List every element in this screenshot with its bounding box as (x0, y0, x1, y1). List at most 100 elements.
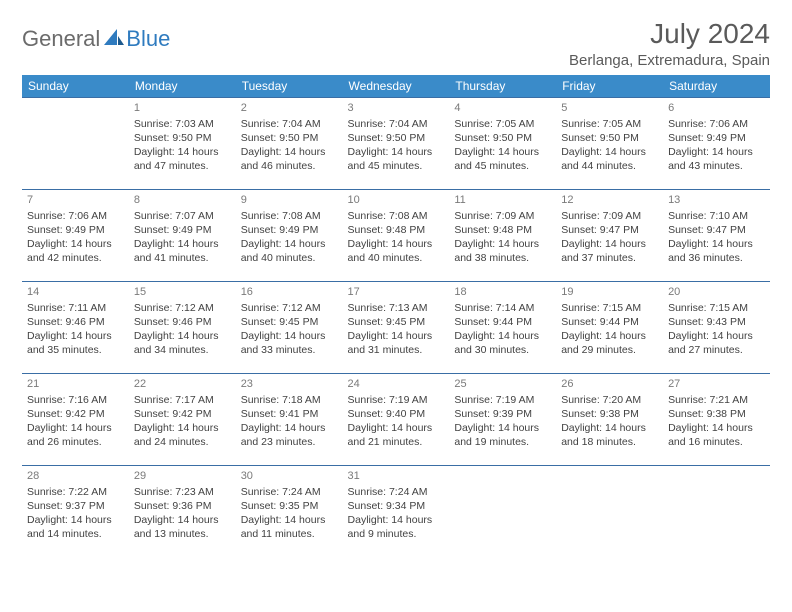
day-sunrise: Sunrise: 7:08 AM (241, 209, 338, 223)
day-number: 20 (668, 285, 765, 300)
calendar-day-cell (449, 466, 556, 558)
day-sunset: Sunset: 9:41 PM (241, 407, 338, 421)
day-daylight: Daylight: 14 hours and 34 minutes. (134, 329, 231, 357)
day-daylight: Daylight: 14 hours and 37 minutes. (561, 237, 658, 265)
calendar-week-row: 28Sunrise: 7:22 AMSunset: 9:37 PM Dayligh… (22, 466, 770, 558)
brand-logo: General Blue (22, 18, 170, 52)
calendar-day-cell: 16Sunrise: 7:12 AMSunset: 9:45 PMDayligh… (236, 282, 343, 374)
day-daylight: Daylight: 14 hours and 23 minutes. (241, 421, 338, 449)
calendar-day-cell: 30Sunrise: 7:24 AMSunset: 9:35 PMDayligh… (236, 466, 343, 558)
calendar-day-cell: 29Sunrise: 7:23 AMSunset: 9:36 PMDayligh… (129, 466, 236, 558)
day-sunset: Sunset: 9:49 PM (668, 131, 765, 145)
calendar-day-cell: 27Sunrise: 7:21 AMSunset: 9:38 PMDayligh… (663, 374, 770, 466)
day-number: 10 (348, 193, 445, 208)
calendar-day-cell: 3Sunrise: 7:04 AMSunset: 9:50 PMDaylight… (343, 98, 450, 190)
day-sunset: Sunset: 9:36 PM (134, 499, 231, 513)
calendar-week-row: 21Sunrise: 7:16 AMSunset: 9:42 PMDayligh… (22, 374, 770, 466)
calendar-day-cell: 9Sunrise: 7:08 AMSunset: 9:49 PMDaylight… (236, 190, 343, 282)
day-number: 4 (454, 101, 551, 116)
day-sunset: Sunset: 9:49 PM (27, 223, 124, 237)
day-number: 15 (134, 285, 231, 300)
day-sunset: Sunset: 9:37 PM (27, 499, 124, 513)
day-sunset: Sunset: 9:47 PM (561, 223, 658, 237)
day-number: 26 (561, 377, 658, 392)
day-sunrise: Sunrise: 7:16 AM (27, 393, 124, 407)
calendar-day-cell: 17Sunrise: 7:13 AMSunset: 9:45 PMDayligh… (343, 282, 450, 374)
day-daylight: Daylight: 14 hours and 21 minutes. (348, 421, 445, 449)
location: Berlanga, Extremadura, Spain (569, 52, 770, 69)
day-number: 13 (668, 193, 765, 208)
day-number: 17 (348, 285, 445, 300)
calendar-day-cell: 15Sunrise: 7:12 AMSunset: 9:46 PMDayligh… (129, 282, 236, 374)
day-sunset: Sunset: 9:50 PM (454, 131, 551, 145)
day-sunset: Sunset: 9:44 PM (561, 315, 658, 329)
calendar-day-cell: 2Sunrise: 7:04 AMSunset: 9:50 PMDaylight… (236, 98, 343, 190)
brand-part2: Blue (126, 26, 170, 52)
day-sunset: Sunset: 9:49 PM (134, 223, 231, 237)
day-daylight: Daylight: 14 hours and 42 minutes. (27, 237, 124, 265)
calendar-day-cell: 25Sunrise: 7:19 AMSunset: 9:39 PMDayligh… (449, 374, 556, 466)
day-daylight: Daylight: 14 hours and 29 minutes. (561, 329, 658, 357)
day-sunrise: Sunrise: 7:06 AM (27, 209, 124, 223)
calendar-day-cell (22, 98, 129, 190)
day-daylight: Daylight: 14 hours and 46 minutes. (241, 145, 338, 173)
day-number: 12 (561, 193, 658, 208)
day-daylight: Daylight: 14 hours and 9 minutes. (348, 513, 445, 541)
day-sunrise: Sunrise: 7:04 AM (241, 117, 338, 131)
day-daylight: Daylight: 14 hours and 18 minutes. (561, 421, 658, 449)
day-sunrise: Sunrise: 7:03 AM (134, 117, 231, 131)
calendar-day-cell: 1Sunrise: 7:03 AMSunset: 9:50 PMDaylight… (129, 98, 236, 190)
day-sunrise: Sunrise: 7:10 AM (668, 209, 765, 223)
day-sunrise: Sunrise: 7:15 AM (668, 301, 765, 315)
weekday-header: Friday (556, 75, 663, 98)
day-number: 16 (241, 285, 338, 300)
calendar-day-cell: 23Sunrise: 7:18 AMSunset: 9:41 PMDayligh… (236, 374, 343, 466)
day-number: 2 (241, 101, 338, 116)
calendar-day-cell: 18Sunrise: 7:14 AMSunset: 9:44 PMDayligh… (449, 282, 556, 374)
day-sunset: Sunset: 9:43 PM (668, 315, 765, 329)
day-number: 28 (27, 469, 124, 484)
day-daylight: Daylight: 14 hours and 36 minutes. (668, 237, 765, 265)
day-number: 6 (668, 101, 765, 116)
day-daylight: Daylight: 14 hours and 45 minutes. (454, 145, 551, 173)
day-sunset: Sunset: 9:35 PM (241, 499, 338, 513)
weekday-header-row: Sunday Monday Tuesday Wednesday Thursday… (22, 75, 770, 98)
weekday-header: Monday (129, 75, 236, 98)
day-sunrise: Sunrise: 7:22 AM (27, 485, 124, 499)
calendar-day-cell: 5Sunrise: 7:05 AMSunset: 9:50 PMDaylight… (556, 98, 663, 190)
day-number: 22 (134, 377, 231, 392)
day-daylight: Daylight: 14 hours and 41 minutes. (134, 237, 231, 265)
day-number: 14 (27, 285, 124, 300)
day-sunset: Sunset: 9:48 PM (454, 223, 551, 237)
day-number: 23 (241, 377, 338, 392)
day-sunrise: Sunrise: 7:19 AM (348, 393, 445, 407)
day-sunset: Sunset: 9:49 PM (241, 223, 338, 237)
day-sunset: Sunset: 9:50 PM (241, 131, 338, 145)
day-daylight: Daylight: 14 hours and 35 minutes. (27, 329, 124, 357)
calendar-day-cell: 28Sunrise: 7:22 AMSunset: 9:37 PMDayligh… (22, 466, 129, 558)
brand-sail-icon (104, 28, 124, 51)
day-sunset: Sunset: 9:38 PM (668, 407, 765, 421)
day-sunrise: Sunrise: 7:07 AM (134, 209, 231, 223)
day-daylight: Daylight: 14 hours and 16 minutes. (668, 421, 765, 449)
calendar-day-cell: 7Sunrise: 7:06 AMSunset: 9:49 PMDaylight… (22, 190, 129, 282)
day-number: 9 (241, 193, 338, 208)
day-number: 25 (454, 377, 551, 392)
weekday-header: Thursday (449, 75, 556, 98)
day-number: 3 (348, 101, 445, 116)
day-sunrise: Sunrise: 7:19 AM (454, 393, 551, 407)
day-daylight: Daylight: 14 hours and 24 minutes. (134, 421, 231, 449)
calendar-day-cell: 24Sunrise: 7:19 AMSunset: 9:40 PMDayligh… (343, 374, 450, 466)
day-sunset: Sunset: 9:50 PM (348, 131, 445, 145)
brand-part1: General (22, 26, 100, 52)
day-sunset: Sunset: 9:47 PM (668, 223, 765, 237)
day-daylight: Daylight: 14 hours and 19 minutes. (454, 421, 551, 449)
day-sunset: Sunset: 9:45 PM (348, 315, 445, 329)
day-sunset: Sunset: 9:40 PM (348, 407, 445, 421)
day-daylight: Daylight: 14 hours and 40 minutes. (348, 237, 445, 265)
day-sunrise: Sunrise: 7:15 AM (561, 301, 658, 315)
day-number: 29 (134, 469, 231, 484)
day-number: 7 (27, 193, 124, 208)
day-sunset: Sunset: 9:50 PM (561, 131, 658, 145)
day-sunset: Sunset: 9:39 PM (454, 407, 551, 421)
